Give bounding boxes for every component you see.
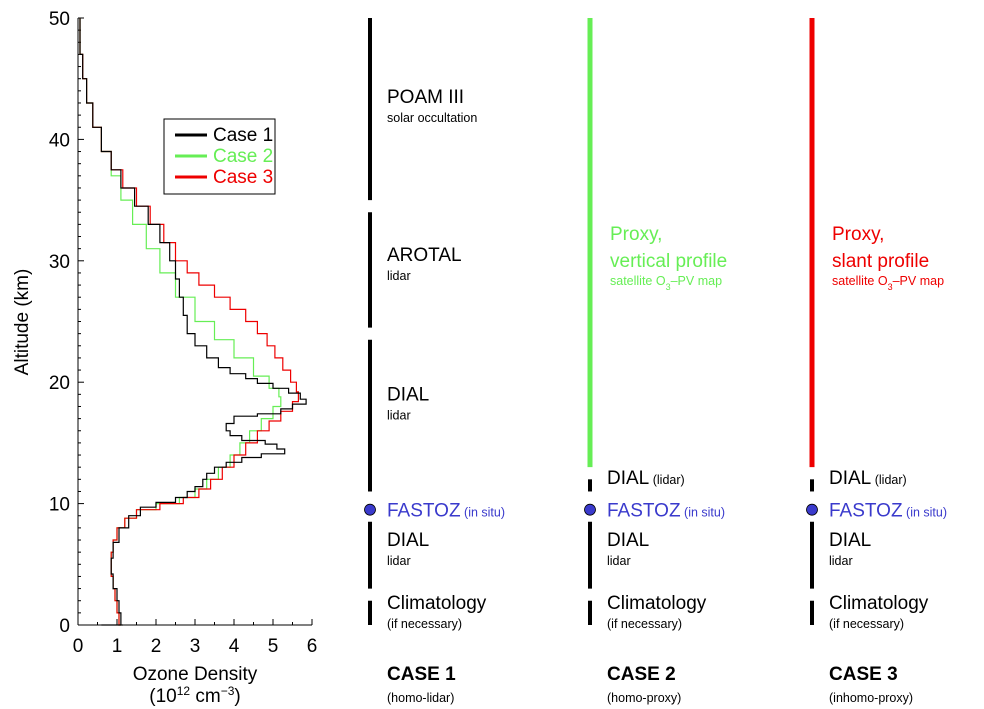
proxy-source-subscript: 3 xyxy=(888,282,893,292)
instrument-name: DIAL xyxy=(387,530,429,551)
instrument-label: DIAL xyxy=(607,530,649,551)
legend-box xyxy=(163,118,276,195)
fastoz-marker xyxy=(364,503,376,516)
instrument-label: Climatology xyxy=(607,593,707,614)
fastoz-label: FASTOZ (in situ) xyxy=(829,501,947,522)
case-title: CASE 1 xyxy=(387,664,456,685)
case-panel-1: POAM III solar occultation AROTAL lidar DIAL… xyxy=(364,18,505,705)
case-title: CASE 3 xyxy=(829,664,898,685)
proxy-source: –PV map xyxy=(893,274,944,288)
fastoz-marker xyxy=(584,503,596,516)
case-subtitle: (homo-proxy) xyxy=(607,691,681,705)
instrument-name: Climatology xyxy=(607,593,707,614)
fastoz-label: FASTOZ (in situ) xyxy=(607,501,725,522)
instrument-sublabel: lidar xyxy=(607,554,631,568)
proxy-label: Proxy, xyxy=(610,224,662,245)
proxy-source: –PV map xyxy=(671,274,722,288)
instrument-label: POAM III xyxy=(387,87,464,108)
instrument-sublabel: (if necessary) xyxy=(829,617,904,631)
unit-text: cm xyxy=(190,686,221,707)
case-subtitle: (homo-lidar) xyxy=(387,691,454,705)
legend-label: Case 2 xyxy=(213,146,273,167)
proxy-source: satellite O xyxy=(610,274,666,288)
y-tick-label: 20 xyxy=(49,373,70,394)
instrument-name: Climatology xyxy=(387,593,487,614)
proxy-source-label: satellite O3–PV map xyxy=(610,274,722,292)
instrument-note: (lidar) xyxy=(871,473,906,487)
instrument-sublabel: lidar xyxy=(829,554,853,568)
instrument-label: AROTAL xyxy=(387,245,462,266)
instrument-label: Climatology xyxy=(387,593,487,614)
series-line-case-1 xyxy=(79,18,307,626)
y-tick-label: 40 xyxy=(49,130,70,151)
instrument-label: Climatology xyxy=(829,593,929,614)
instrument-label: DIAL xyxy=(387,384,429,405)
instrument-sublabel: solar occultation xyxy=(387,111,477,125)
unit-close: ) xyxy=(234,686,240,707)
instrument-sublabel: (if necessary) xyxy=(607,617,682,631)
instrument-sublabel: lidar xyxy=(387,408,411,422)
series-line-case-3 xyxy=(79,18,299,626)
case-panels: POAM III solar occultation AROTAL lidar DIAL… xyxy=(364,18,947,705)
instrument-note: (lidar) xyxy=(649,473,684,487)
x-tick-label: 6 xyxy=(307,636,318,657)
x-tick-label: 2 xyxy=(151,636,162,657)
fastoz-name: FASTOZ xyxy=(829,501,903,522)
fastoz-marker xyxy=(806,503,818,516)
instrument-name: DIAL xyxy=(829,468,871,489)
instrument-label: DIAL xyxy=(829,530,871,551)
case-title: CASE 2 xyxy=(607,664,676,685)
y-tick-label: 30 xyxy=(49,252,70,273)
x-tick-label: 5 xyxy=(268,636,279,657)
instrument-name: AROTAL xyxy=(387,245,462,266)
unit-exponent: −3 xyxy=(221,684,235,698)
x-axis-label: Ozone Density xyxy=(133,664,258,685)
instrument-label: DIAL (lidar) xyxy=(829,468,907,489)
instrument-name: Climatology xyxy=(829,593,929,614)
y-axis-label: Altitude (km) xyxy=(12,269,33,376)
y-tick-label: 0 xyxy=(59,616,70,637)
instrument-name: POAM III xyxy=(387,87,464,108)
y-tick-label: 50 xyxy=(49,9,70,30)
x-tick-label: 3 xyxy=(190,636,201,657)
unit-base: (10 xyxy=(149,686,176,707)
x-axis-unit: (1012 cm−3) xyxy=(149,684,240,707)
instrument-label: DIAL xyxy=(387,530,429,551)
x-tick-label: 0 xyxy=(73,636,84,657)
case-subtitle: (inhomo-proxy) xyxy=(829,691,913,705)
instrument-name: DIAL xyxy=(607,530,649,551)
instrument-name: DIAL xyxy=(387,384,429,405)
unit-exponent: 12 xyxy=(177,684,191,698)
x-tick-label: 4 xyxy=(229,636,240,657)
fastoz-name: FASTOZ xyxy=(387,501,461,522)
proxy-label: Proxy, xyxy=(832,224,884,245)
x-tick-label: 1 xyxy=(112,636,123,657)
instrument-sublabel: lidar xyxy=(387,554,411,568)
instrument-sublabel: lidar xyxy=(387,269,411,283)
instrument-name: DIAL xyxy=(829,530,871,551)
instrument-sublabel: (if necessary) xyxy=(387,617,462,631)
y-tick-label: 10 xyxy=(49,495,70,516)
proxy-label: slant profile xyxy=(832,251,929,272)
proxy-source-subscript: 3 xyxy=(666,282,671,292)
fastoz-name: FASTOZ xyxy=(607,501,681,522)
fastoz-note: (in situ) xyxy=(461,506,505,520)
instrument-name: DIAL xyxy=(607,468,649,489)
fastoz-label: FASTOZ (in situ) xyxy=(387,501,505,522)
fastoz-note: (in situ) xyxy=(681,506,725,520)
fastoz-note: (in situ) xyxy=(903,506,947,520)
instrument-label: DIAL (lidar) xyxy=(607,468,685,489)
proxy-label: vertical profile xyxy=(610,251,727,272)
proxy-source: satellite O xyxy=(832,274,888,288)
legend-label: Case 1 xyxy=(213,125,273,146)
legend-label: Case 3 xyxy=(213,167,273,188)
proxy-source-label: satellite O3–PV map xyxy=(832,274,944,292)
